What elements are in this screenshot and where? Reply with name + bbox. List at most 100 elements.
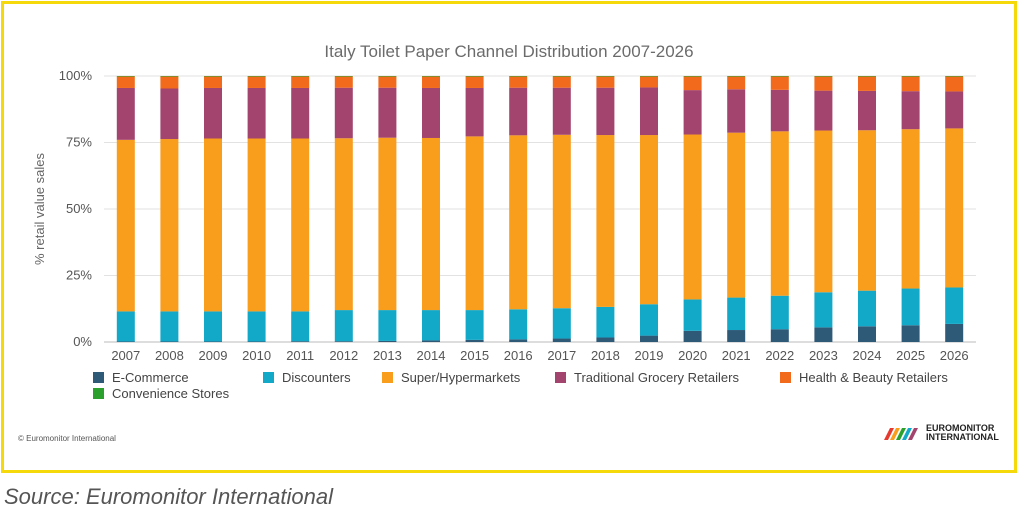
- bar-segment-super-hypermarkets: [378, 137, 397, 311]
- bar-segment-health-beauty-retailers: [116, 76, 135, 88]
- bar-segment-discounters: [378, 310, 397, 341]
- bar-segment-traditional-grocery-retailers: [945, 91, 964, 129]
- y-tick-label: 100%: [59, 68, 93, 83]
- y-axis-title: % retail value sales: [32, 153, 47, 265]
- chart-plot: 0% 25% 50% 75% 100% % retail value sales 2007 2…: [32, 68, 976, 363]
- legend-label: E-Commerce: [112, 370, 189, 385]
- legend-label: Traditional Grocery Retailers: [574, 370, 739, 385]
- bar-segment-super-hypermarkets: [509, 135, 528, 310]
- bar-segment-convenience-stores: [160, 76, 179, 77]
- x-tick-label: 2018: [591, 348, 620, 363]
- x-tick-label: 2017: [547, 348, 576, 363]
- bar-segment-traditional-grocery-retailers: [116, 87, 135, 140]
- legend-label: Convenience Stores: [112, 386, 230, 401]
- x-tick-label: 2020: [678, 348, 707, 363]
- x-tick-label: 2016: [504, 348, 533, 363]
- logo-icon: [884, 428, 918, 440]
- bar-segment-super-hypermarkets: [291, 138, 310, 312]
- bar-segment-super-hypermarkets: [160, 139, 179, 312]
- bar-segment-traditional-grocery-retailers: [160, 88, 179, 140]
- bar-segment-e-commerce: [683, 330, 702, 342]
- bar-segment-traditional-grocery-retailers: [640, 87, 658, 136]
- bar-segment-convenience-stores: [814, 76, 833, 77]
- legend-swatch: [93, 388, 104, 399]
- logo-line2: INTERNATIONAL: [926, 432, 999, 442]
- bar-segment-discounters: [116, 311, 135, 342]
- bar-segment-traditional-grocery-retailers: [291, 87, 310, 139]
- bar-segment-health-beauty-retailers: [945, 76, 964, 92]
- x-tick-label: 2026: [940, 348, 969, 363]
- legend-swatch: [382, 372, 393, 383]
- bar-segment-convenience-stores: [204, 76, 222, 77]
- bar-segment-convenience-stores: [858, 76, 876, 77]
- bar-segment-traditional-grocery-retailers: [683, 90, 702, 135]
- bar-segment-convenience-stores: [683, 76, 702, 77]
- x-tick-label: 2009: [199, 348, 228, 363]
- bar-segment-e-commerce: [247, 341, 266, 342]
- legend-item-health-beauty: Health & Beauty Retailers: [780, 370, 948, 385]
- bar-segment-super-hypermarkets: [727, 132, 746, 298]
- bar-segment-e-commerce: [204, 341, 222, 342]
- bar-segment-convenience-stores: [901, 76, 920, 77]
- legend-swatch: [263, 372, 274, 383]
- bar-segment-super-hypermarkets: [552, 134, 571, 309]
- bar-segment-traditional-grocery-retailers: [509, 87, 528, 136]
- bar-segment-super-hypermarkets: [858, 130, 876, 291]
- legend-swatch: [555, 372, 566, 383]
- x-tick-label: 2013: [373, 348, 402, 363]
- bar-segment-e-commerce: [160, 341, 179, 342]
- bar-segment-discounters: [291, 311, 310, 342]
- bar-segment-e-commerce: [378, 340, 397, 342]
- bar-segment-traditional-grocery-retailers: [204, 87, 222, 139]
- y-tick-label: 50%: [66, 201, 92, 216]
- bar-segment-traditional-grocery-retailers: [814, 90, 833, 131]
- bar-segment-convenience-stores: [945, 76, 964, 77]
- x-tick-label: 2025: [896, 348, 925, 363]
- bar-segment-e-commerce: [422, 340, 440, 342]
- x-tick-label: 2010: [242, 348, 271, 363]
- bar-segment-convenience-stores: [116, 76, 135, 77]
- legend-label: Discounters: [282, 370, 351, 385]
- bar-segment-super-hypermarkets: [596, 135, 615, 307]
- bar-segment-e-commerce: [116, 341, 135, 342]
- bar-segment-e-commerce: [465, 339, 484, 342]
- x-tick-label: 2022: [765, 348, 794, 363]
- bar-segment-e-commerce: [814, 327, 833, 342]
- legend-item-traditional-grocery: Traditional Grocery Retailers: [555, 370, 739, 385]
- bar-segment-health-beauty-retailers: [291, 76, 310, 88]
- y-tick-label: 25%: [66, 268, 92, 283]
- bar-segment-e-commerce: [858, 326, 876, 342]
- bar-segment-super-hypermarkets: [770, 131, 789, 296]
- bar-segment-traditional-grocery-retailers: [858, 90, 876, 131]
- bar-segment-traditional-grocery-retailers: [422, 87, 440, 138]
- bar-segment-traditional-grocery-retailers: [901, 91, 920, 130]
- x-tick-label: 2008: [155, 348, 184, 363]
- legend-label: Super/Hypermarkets: [401, 370, 521, 385]
- bar-segment-super-hypermarkets: [901, 129, 920, 289]
- x-tick-label: 2012: [329, 348, 358, 363]
- bar-segment-super-hypermarkets: [334, 138, 353, 311]
- bar-segment-super-hypermarkets: [247, 138, 266, 312]
- bar-segment-super-hypermarkets: [945, 128, 964, 288]
- x-tick-label: 2007: [111, 348, 140, 363]
- bar-segment-health-beauty-retailers: [683, 76, 702, 91]
- bar-segment-health-beauty-retailers: [814, 76, 833, 91]
- bar-segment-super-hypermarkets: [640, 135, 658, 305]
- x-tick-label: 2011: [286, 348, 314, 363]
- bar-segment-e-commerce: [727, 330, 746, 342]
- bar-segment-e-commerce: [552, 338, 571, 342]
- bar-segment-discounters: [247, 311, 266, 342]
- source-caption: Source: Euromonitor International: [4, 484, 333, 509]
- bar-segment-health-beauty-retailers: [160, 76, 179, 89]
- bar-segment-e-commerce: [596, 337, 615, 342]
- bar-segment-discounters: [727, 297, 746, 331]
- bar-segment-traditional-grocery-retailers: [247, 87, 266, 139]
- bar-segment-health-beauty-retailers: [247, 76, 266, 88]
- bar-segment-discounters: [204, 311, 222, 342]
- bar-segment-convenience-stores: [596, 76, 615, 77]
- bar-segment-health-beauty-retailers: [770, 76, 789, 90]
- bar-segment-health-beauty-retailers: [509, 76, 528, 88]
- bar-segment-convenience-stores: [422, 76, 440, 77]
- legend-swatch: [780, 372, 791, 383]
- bar-segment-e-commerce: [640, 335, 658, 342]
